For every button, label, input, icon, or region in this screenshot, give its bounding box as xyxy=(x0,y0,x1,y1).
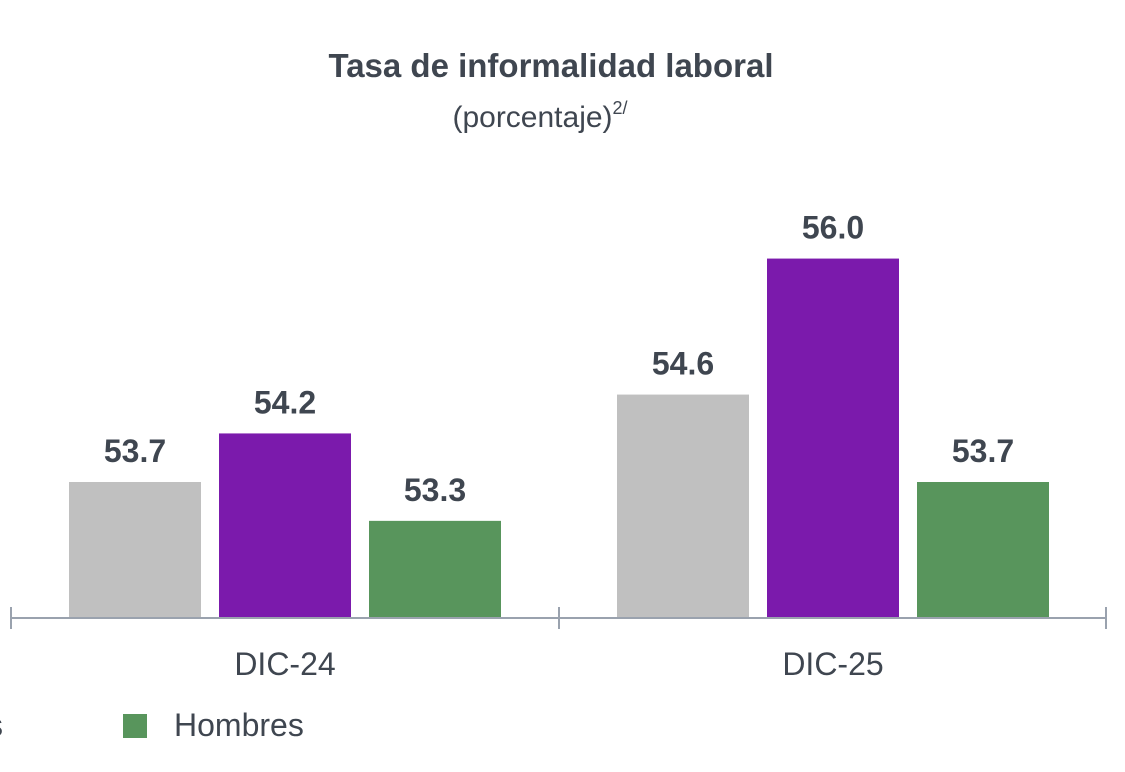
bar-dic-25-series-3 xyxy=(917,482,1049,618)
data-label-dic-24-series-2: 54.2 xyxy=(254,384,316,420)
legend: s Hombres xyxy=(0,707,304,743)
x-tick-label-dic-25: DIC-25 xyxy=(782,646,883,682)
chart-title: Tasa de informalidad laboral xyxy=(328,47,773,84)
chart-subtitle: (porcentaje)2/ xyxy=(452,98,627,134)
bar-dic-24-series-3 xyxy=(369,520,501,618)
data-label-dic-25-series-2: 56.0 xyxy=(802,210,864,246)
bars-group: 53.7 54.2 53.3 54.6 56.0 53.7 xyxy=(69,210,1049,618)
data-label-dic-24-series-1: 53.7 xyxy=(104,433,166,469)
subtitle-footnote-marker: 2/ xyxy=(613,98,628,118)
legend-label-partial: s xyxy=(0,707,3,743)
x-axis: DIC-24 DIC-25 xyxy=(10,607,1107,682)
x-tick-label-dic-24: DIC-24 xyxy=(234,646,335,682)
bar-dic-24-series-2 xyxy=(219,433,351,618)
data-label-dic-25-series-3: 53.7 xyxy=(952,433,1014,469)
legend-label-hombres: Hombres xyxy=(174,707,304,743)
legend-swatch-hombres xyxy=(123,714,147,738)
data-label-dic-25-series-1: 54.6 xyxy=(652,346,714,382)
bar-dic-24-series-1 xyxy=(69,482,201,618)
bar-dic-25-series-2 xyxy=(767,258,899,618)
bar-dic-25-series-1 xyxy=(617,394,749,618)
data-label-dic-24-series-3: 53.3 xyxy=(404,472,466,508)
subtitle-main: (porcentaje) xyxy=(452,101,612,134)
